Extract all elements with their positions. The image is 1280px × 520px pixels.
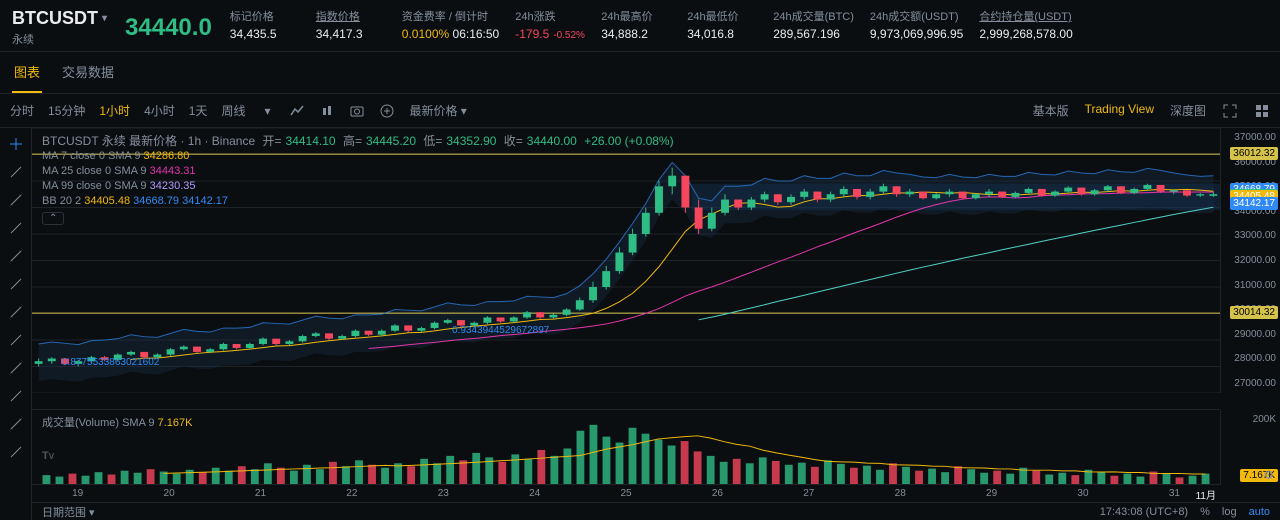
measure-icon[interactable]: [8, 332, 24, 348]
contract-type: 永续: [12, 31, 107, 47]
grid-icon[interactable]: [1254, 103, 1270, 119]
lock2-icon[interactable]: [8, 444, 24, 460]
collapse-indicators[interactable]: ⌃: [42, 212, 64, 225]
timeframe-1天[interactable]: 1天: [189, 102, 208, 119]
svg-text:0.9343944529672897: 0.9343944529672897: [452, 325, 550, 336]
magnet-icon[interactable]: [8, 388, 24, 404]
time-xaxis[interactable]: 1920212223242526272829303111月: [32, 484, 1220, 502]
chart-toolbar: 分时 15分钟 1小时 4小时 1天周线 ▾ 最新价格 ▾ 基本版 Trading Vie…: [0, 94, 1280, 128]
timeframe-周线[interactable]: 周线: [221, 102, 245, 119]
price-yaxis[interactable]: 37000.0036000.0035000.0034000.0033000.00…: [1220, 128, 1280, 393]
last-price: 34440.0: [125, 14, 212, 42]
symbol-block[interactable]: BTCUSDT ▾ 永续: [12, 8, 107, 47]
main-area: BTCUSDT 永续 最新价格 · 1h · Binance 开=34414.1…: [0, 128, 1280, 520]
volume-panel: 成交量(Volume) SMA 9 7.167K 200K100K 7.167K: [32, 409, 1220, 484]
candles-icon[interactable]: [319, 103, 335, 119]
chart-area[interactable]: BTCUSDT 永续 最新价格 · 1h · Binance 开=34414.1…: [32, 128, 1280, 520]
add-icon[interactable]: [379, 103, 395, 119]
text-icon[interactable]: [8, 248, 24, 264]
viewmode-2[interactable]: 深度图: [1170, 102, 1206, 119]
date-range-dropdown[interactable]: 日期范围 ▾: [42, 504, 95, 520]
viewmode-1[interactable]: Trading View: [1085, 102, 1154, 119]
snapshot-icon[interactable]: [349, 103, 365, 119]
header-stats: 标记价格34,435.5指数价格34,417.3资金费率 / 倒计时0.0100…: [230, 8, 1073, 41]
section-tabs: 图表交易数据: [0, 52, 1280, 94]
fullscreen-icon[interactable]: [1222, 103, 1238, 119]
timeframe-分时[interactable]: 分时: [10, 102, 34, 119]
clock-time: 17:43:08 (UTC+8): [1100, 506, 1188, 518]
header-bar: BTCUSDT ▾ 永续 34440.0 标记价格34,435.5指数价格34,4…: [0, 0, 1280, 52]
viewmode-0[interactable]: 基本版: [1033, 102, 1069, 119]
trendline-icon[interactable]: [8, 164, 24, 180]
indicator-legend: MA 7 close 0 SMA 9 34286.80MA 25 close 0…: [42, 150, 228, 225]
timeframe-1小时[interactable]: 1小时: [99, 102, 130, 119]
volume-legend: 成交量(Volume) SMA 9 7.167K: [42, 414, 192, 430]
volume-chart: [32, 410, 1220, 484]
forecast-icon[interactable]: [8, 304, 24, 320]
timeframe-15分钟[interactable]: 15分钟: [48, 102, 85, 119]
tab-1[interactable]: 交易数据: [60, 52, 116, 93]
brush-icon[interactable]: [8, 220, 24, 236]
chevron-down-icon[interactable]: ▾: [259, 103, 275, 119]
chart-info-line: BTCUSDT 永续 最新价格 · 1h · Binance 开=34414.1…: [42, 132, 682, 149]
tradingview-logo: TV: [42, 450, 54, 462]
fib-icon[interactable]: [8, 192, 24, 208]
crosshair-icon[interactable]: [8, 136, 24, 152]
auto-toggle[interactable]: auto: [1249, 506, 1270, 518]
indicators-icon[interactable]: [289, 103, 305, 119]
timeframe-group: 分时 15分钟 1小时 4小时 1天周线: [10, 102, 245, 119]
pattern-icon[interactable]: [8, 276, 24, 292]
log-toggle[interactable]: log: [1222, 506, 1237, 518]
gear-icon[interactable]: ⚙: [1263, 468, 1274, 482]
timeframe-4小时[interactable]: 4小时: [144, 102, 175, 119]
zoom-icon[interactable]: [8, 360, 24, 376]
chevron-down-icon: ▾: [102, 13, 107, 24]
lock-icon[interactable]: [8, 416, 24, 432]
ohlc-values: 开=34414.10 高=34445.20 低=34352.90 收=34440…: [263, 134, 678, 148]
svg-text:0.8775533863021602: 0.8775533863021602: [62, 357, 160, 368]
view-mode-group: 基本版 Trading View 深度图: [1033, 102, 1206, 119]
symbol-text: BTCUSDT: [12, 8, 98, 29]
month-label: 11月: [1196, 487, 1216, 502]
latest-price-dropdown[interactable]: 最新价格 ▾: [409, 102, 466, 119]
tab-0[interactable]: 图表: [12, 52, 42, 93]
percent-toggle[interactable]: %: [1200, 506, 1210, 518]
drawing-toolbar: [0, 128, 32, 520]
